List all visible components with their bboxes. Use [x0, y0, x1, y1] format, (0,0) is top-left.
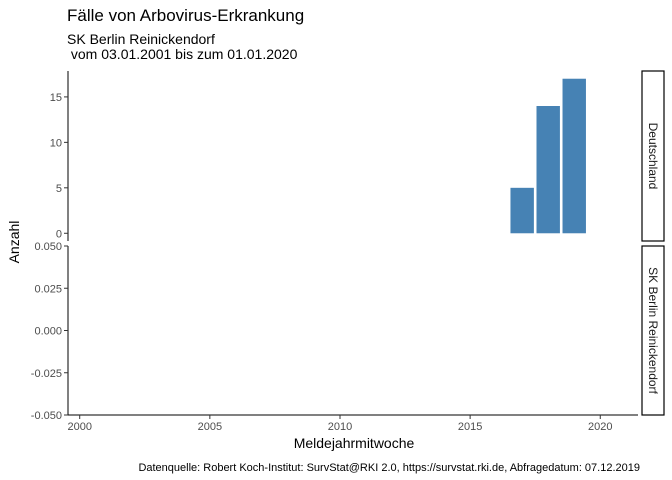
facet-panels: 0 5 10 15 Deutschland -0.050 -0.025 0.000 0.025 0…	[31, 70, 665, 433]
chart-subtitle-line1: SK Berlin Reinickendorf	[67, 31, 215, 47]
panel-1-y-tick-label: 5	[56, 183, 62, 195]
panel-1-strip-label: Deutschland	[646, 123, 660, 190]
panel-2-y-tick-label: -0.025	[31, 368, 62, 380]
x-tick-label: 2015	[458, 421, 482, 433]
chart-subtitle-line2: vom 03.01.2001 bis zum 01.01.2020	[67, 46, 298, 62]
panel-1-bar	[536, 106, 560, 234]
panel-1-y-tick-label: 0	[56, 228, 62, 240]
panel-1-y-tick-label: 15	[50, 92, 62, 104]
panel-1-bar	[562, 78, 586, 234]
panel-1-strip	[641, 70, 665, 242]
panel-1-bar	[510, 187, 534, 234]
panel-2-y-tick-label: 0.050	[34, 241, 62, 253]
x-tick-label: 2020	[588, 421, 612, 433]
x-axis-title: Meldejahrmitwoche	[294, 435, 415, 451]
x-tick-label: 2005	[198, 421, 222, 433]
y-axis-title: Anzahl	[6, 221, 22, 264]
chart-title: Fälle von Arbovirus-Erkrankung	[67, 6, 304, 25]
panel-2-y-tick-label: 0.025	[34, 283, 62, 295]
panel-2-strip	[641, 245, 665, 416]
panel-2-y-tick-label: -0.050	[31, 410, 62, 422]
x-tick-label: 2000	[67, 421, 91, 433]
x-tick-label: 2010	[328, 421, 352, 433]
chart-caption: Datenquelle: Robert Koch-Institut: SurvS…	[138, 462, 640, 474]
panel-1-y-tick-label: 10	[50, 137, 62, 149]
panel-2-strip-label: SK Berlin Reinickendorf	[646, 267, 660, 394]
panel-2-y-tick-label: 0.000	[34, 326, 62, 338]
